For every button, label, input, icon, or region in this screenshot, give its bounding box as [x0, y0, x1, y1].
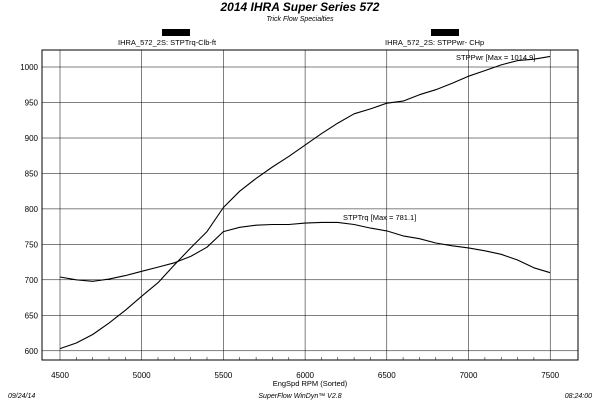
x-tick-label: 6500	[378, 371, 396, 380]
x-tick-label: 7000	[460, 371, 478, 380]
y-tick-label: 850	[25, 169, 39, 178]
right-axis-label: IHRA_572_2S: STPPwr- CHp	[385, 38, 484, 47]
stppwr-series-line	[59, 55, 551, 350]
power-max-annotation: STPPwr [Max = 1014.9]	[456, 53, 535, 62]
stptrq-series-line	[59, 221, 551, 282]
plot-area	[41, 49, 579, 361]
chart-subtitle: Trick Flow Specialties	[266, 16, 334, 23]
left-axis-label: IHRA_572_2S: STPTrq-Clb-ft	[118, 38, 217, 47]
x-axis-label: EngSpd RPM (Sorted)	[273, 379, 348, 388]
series-lines	[59, 55, 551, 350]
footer-software: SuperFlow WinDyn™ V2.8	[258, 393, 341, 400]
y-tick-label: 750	[25, 240, 39, 249]
torque-max-annotation: STPTrq [Max = 781.1]	[343, 213, 416, 222]
y-tick-label: 1000	[20, 63, 38, 72]
x-tick-label: 5000	[133, 371, 151, 380]
footer-time: 08:24:00	[565, 393, 592, 400]
x-axis: 4500 5000 5500 6000 6500 7000 7500	[51, 357, 560, 380]
y-tick-label: 950	[25, 99, 39, 108]
y-tick-label: 700	[25, 276, 39, 285]
x-tick-label: 6000	[296, 371, 314, 380]
left-axis-marker	[162, 29, 190, 36]
x-tick-label: 7500	[541, 371, 559, 380]
y-axis: 600 650 700 750 800 850 900 950 1000	[20, 63, 38, 356]
grid	[42, 50, 578, 360]
y-tick-label: 600	[25, 347, 39, 356]
chart-title: 2014 IHRA Super Series 572	[220, 0, 380, 14]
y-tick-label: 900	[25, 134, 39, 143]
y-tick-label: 650	[25, 311, 39, 320]
y-tick-label: 800	[25, 205, 39, 214]
footer-date: 09/24/14	[8, 393, 35, 400]
x-tick-label: 4500	[51, 371, 69, 380]
right-axis-marker	[431, 29, 459, 36]
x-tick-label: 5500	[215, 371, 233, 380]
